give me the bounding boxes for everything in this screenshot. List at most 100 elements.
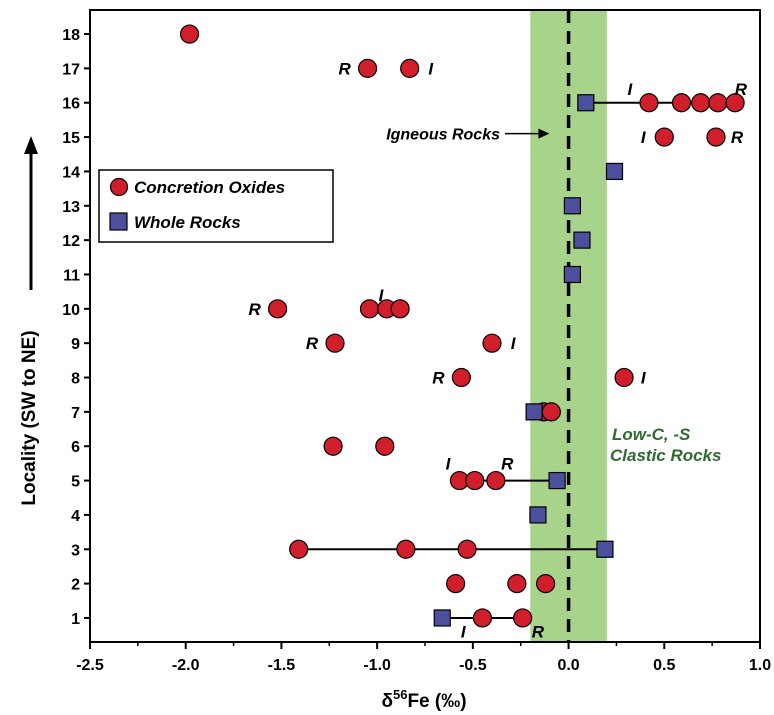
y-tick-label: 12 — [62, 233, 80, 250]
data-point-concretion-oxide — [451, 367, 471, 388]
point-letter-label: I — [511, 334, 517, 353]
annotations-layer: Igneous Rocks Low-C, -S Clastic Rocks — [386, 127, 721, 465]
data-point-whole-rock — [605, 162, 624, 181]
point-letter-label: I — [446, 454, 452, 473]
data-point-concretion-oxide — [541, 402, 561, 422]
x-tick-label: -1.5 — [268, 657, 296, 674]
y-tick-label: 18 — [62, 27, 80, 44]
point-letter-label: R — [735, 80, 748, 99]
y-tick-label: 3 — [71, 542, 80, 559]
y-tick-label: 8 — [71, 371, 80, 388]
data-point-concretion-oxide — [708, 93, 728, 113]
legend-marker-concretion-oxides — [109, 177, 129, 197]
data-point-concretion-oxide — [325, 333, 345, 353]
point-letter-label: I — [428, 59, 434, 78]
igneous-arrow-head — [538, 128, 550, 139]
data-point-concretion-oxide — [535, 574, 556, 594]
point-letter-label: R — [338, 59, 351, 78]
clastic-rocks-label-line2: Clastic Rocks — [610, 446, 722, 465]
x-tick-label: -2.5 — [76, 657, 104, 674]
y-tick-label: 17 — [62, 61, 80, 78]
data-point-concretion-oxide — [472, 608, 493, 628]
y-tick-label: 6 — [71, 439, 80, 456]
data-point-concretion-oxide — [359, 299, 380, 319]
point-letter-label: I — [627, 80, 633, 99]
x-tick-label: 0.5 — [653, 657, 675, 674]
data-point-concretion-oxide — [375, 436, 395, 456]
y-axis-label: Locality (SW to NE) — [19, 330, 40, 505]
point-letters-layer: R I I R I R I R R I R I I R I R — [248, 59, 747, 641]
point-letter-label: R — [306, 334, 319, 353]
data-point-concretion-oxide — [725, 93, 745, 113]
point-letter-label: I — [379, 286, 385, 305]
data-point-whole-rock — [573, 231, 591, 249]
data-point-concretion-oxide — [457, 539, 477, 559]
x-tick-label: 1.0 — [749, 657, 771, 674]
point-letter-label: I — [641, 369, 647, 388]
point-letter-label: I — [461, 623, 467, 642]
x-tick-label: -1.0 — [363, 657, 391, 674]
data-point-concretion-oxide — [357, 58, 378, 78]
data-point-whole-rock — [563, 265, 582, 284]
clastic-rocks-label-line1: Low-C, -S — [612, 425, 691, 444]
data-point-concretion-oxide — [179, 24, 200, 44]
x-axis-label-delta: δ — [381, 691, 393, 712]
data-point-concretion-oxide — [639, 93, 659, 113]
data-point-whole-rock — [433, 609, 451, 627]
axes-layer: -2.5 -2.0 -1.5 -1.0 -0.5 0.0 0.5 1.012345678910… — [62, 9, 771, 674]
y-tick-label: 16 — [62, 96, 80, 113]
marks-layer — [179, 24, 745, 628]
band-layer — [530, 10, 607, 642]
plot-frame — [89, 9, 761, 643]
data-point-whole-rock — [563, 197, 582, 215]
y-tick-label: 15 — [62, 130, 80, 147]
y-tick-label: 2 — [71, 577, 80, 594]
x-tick-label: -0.5 — [459, 657, 487, 674]
x-tick-label: -2.0 — [172, 657, 200, 674]
x-tick-label: 0.0 — [557, 657, 579, 674]
data-point-whole-rock — [577, 94, 595, 112]
data-point-concretion-oxide — [691, 93, 711, 113]
y-tick-label: 1 — [71, 611, 80, 628]
point-letter-label: I — [641, 128, 647, 147]
data-point-concretion-oxide — [654, 127, 674, 147]
y-tick-label: 13 — [62, 199, 80, 216]
legend-label-concretion-oxides: Concretion Oxides — [134, 178, 285, 197]
data-point-concretion-oxide — [614, 367, 634, 388]
x-axis-label-rest: Fe (‰) — [407, 691, 466, 712]
legend: Concretion Oxides Whole Rocks — [98, 169, 334, 243]
y-tick-label: 9 — [71, 336, 80, 353]
y-tick-label: 5 — [71, 474, 80, 491]
data-point-concretion-oxide — [706, 127, 726, 147]
point-letter-label: R — [731, 128, 744, 147]
data-point-concretion-oxide — [400, 58, 420, 78]
data-point-whole-rock — [596, 540, 614, 558]
data-point-concretion-oxide — [446, 574, 466, 594]
legend-label-whole-rocks: Whole Rocks — [134, 213, 241, 232]
x-axis-label: δ56Fe (‰) — [381, 687, 466, 712]
y-tick-label: 10 — [62, 302, 80, 319]
data-point-concretion-oxide — [482, 333, 502, 353]
data-point-concretion-oxide — [507, 574, 527, 594]
data-point-whole-rock — [548, 471, 566, 490]
y-tick-label: 4 — [71, 508, 80, 525]
y-tick-label: 14 — [62, 164, 80, 181]
connector-lines-layer — [298, 101, 736, 619]
data-point-concretion-oxide — [671, 93, 692, 113]
data-point-whole-rock — [529, 506, 547, 524]
legend-marker-whole-rocks — [109, 212, 128, 231]
point-letter-label: R — [532, 623, 545, 642]
y-tick-label: 11 — [63, 267, 80, 284]
x-axis-label-superscript: 56 — [393, 687, 407, 702]
data-point-concretion-oxide — [396, 539, 416, 559]
data-point-concretion-oxide — [465, 470, 485, 491]
data-point-concretion-oxide — [289, 539, 309, 559]
point-letter-label: R — [248, 300, 261, 319]
data-point-concretion-oxide — [390, 299, 410, 319]
y-axis-arrow — [24, 136, 38, 290]
y-tick-label: 7 — [71, 405, 80, 422]
data-point-concretion-oxide — [268, 299, 288, 319]
point-letter-label: R — [432, 369, 445, 388]
data-point-concretion-oxide — [486, 470, 506, 491]
